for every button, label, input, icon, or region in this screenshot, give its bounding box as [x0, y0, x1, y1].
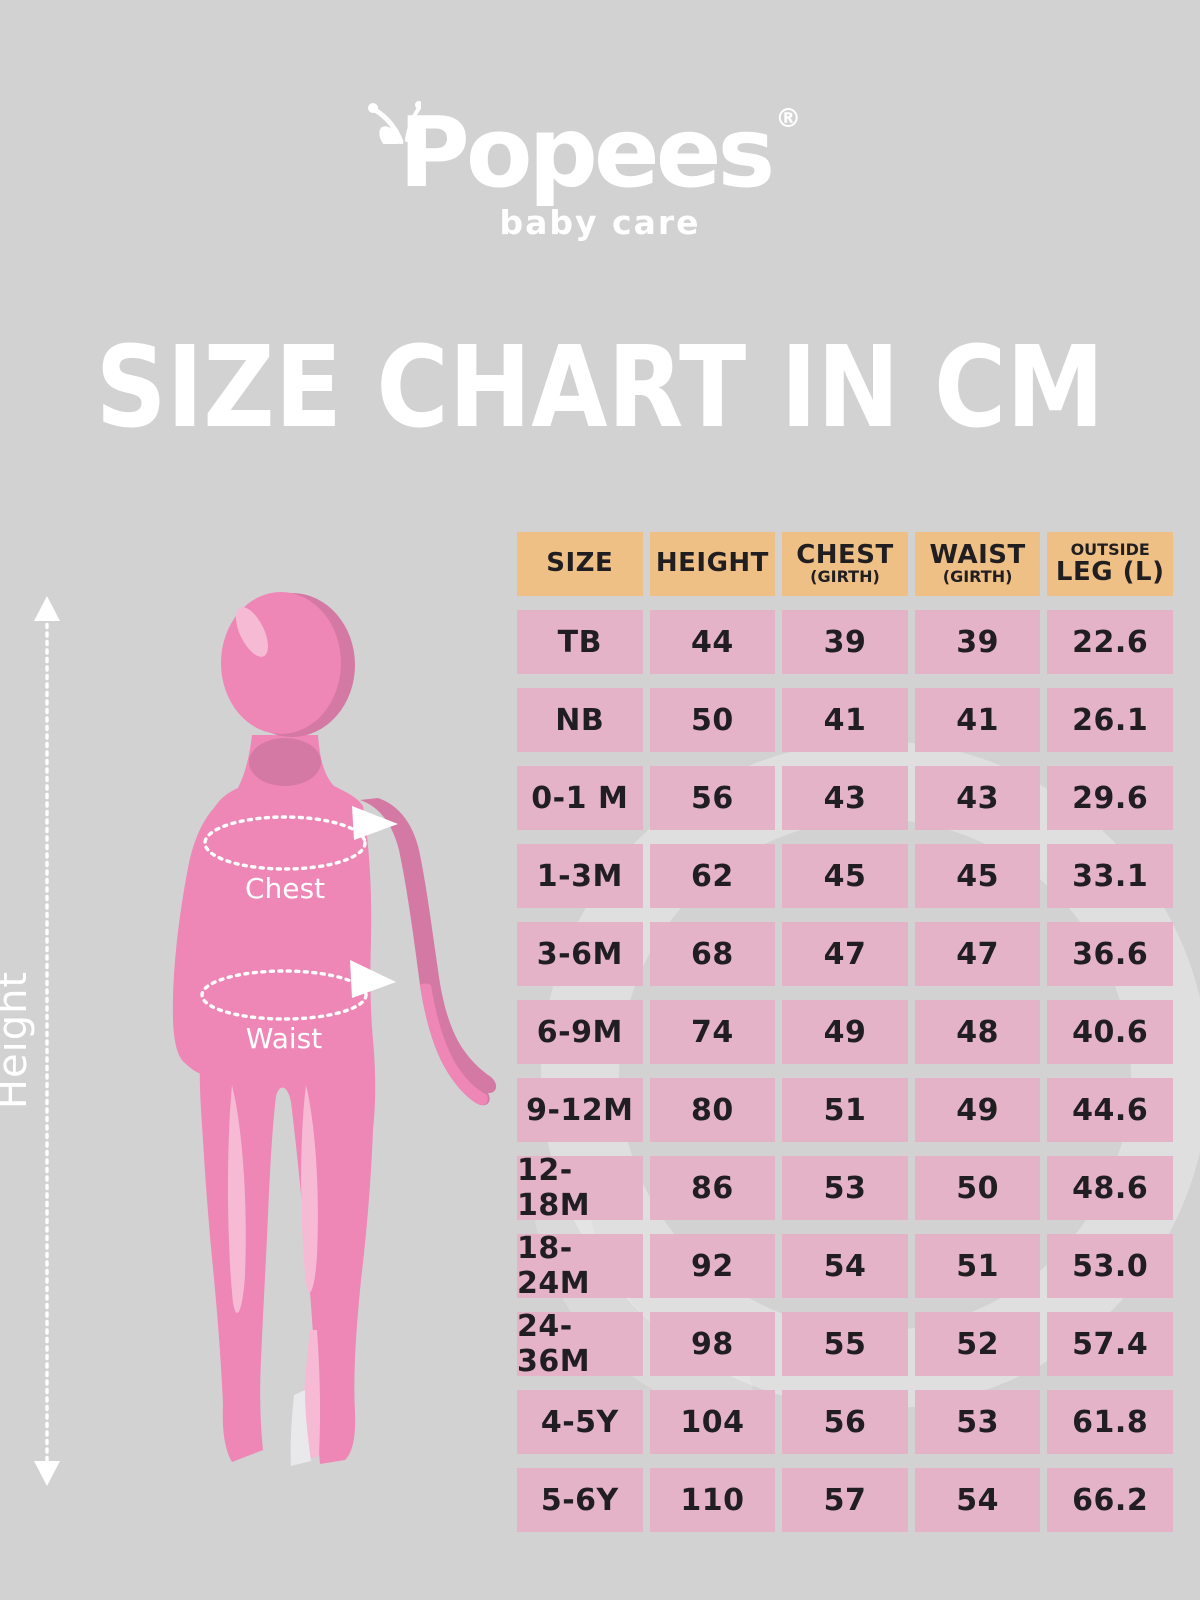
table-cell: 36.6 [1047, 922, 1173, 986]
header-cell: OUTSIDE LEG (L) [1047, 532, 1173, 596]
table-cell: 57.4 [1047, 1312, 1173, 1376]
table-cell: 6-9M [517, 1000, 643, 1064]
table-cell: 80 [649, 1078, 776, 1142]
table-cell: 44.6 [1047, 1078, 1173, 1142]
table-cell: 52 [914, 1312, 1041, 1376]
table-cell: 12-18M [517, 1153, 643, 1223]
header-label: SIZE [546, 548, 614, 579]
table-cell: 74 [649, 1000, 776, 1064]
table-cell: 98 [649, 1312, 776, 1376]
table-cell: 41 [782, 688, 908, 752]
table-cell: 92 [649, 1234, 776, 1298]
table-cell: 49 [782, 1000, 908, 1064]
table-cell: 86 [649, 1156, 776, 1220]
right-arm [360, 798, 497, 1106]
right-forearm-highlight [420, 983, 488, 1106]
header-sublabel: OUTSIDE [1070, 539, 1150, 559]
table-cell: 3-6M [517, 922, 643, 986]
table-cell: 53 [914, 1390, 1041, 1454]
table-cell: 29.6 [1047, 766, 1173, 830]
table-cell: 41 [914, 688, 1041, 752]
table-cell: 51 [782, 1078, 908, 1142]
table-cell: 40.6 [1047, 1000, 1173, 1064]
height-label: Height [0, 971, 36, 1109]
table-cell: 61.8 [1047, 1390, 1173, 1454]
header-sublabel: (GIRTH) [810, 567, 880, 587]
table-cell: 33.1 [1047, 844, 1173, 908]
registered-mark: ® [775, 104, 802, 134]
table-cell: 104 [649, 1390, 776, 1454]
table-cell: 45 [914, 844, 1041, 908]
table-cell: 54 [914, 1468, 1041, 1532]
header-cell: CHEST (GIRTH) [782, 532, 908, 596]
table-cell: 57 [782, 1468, 908, 1532]
brand-logo: Popees ® baby care [0, 96, 1200, 242]
table-cell: 0-1 M [517, 766, 643, 830]
table-cell: 44 [649, 610, 776, 674]
waist-measure-icon [200, 960, 396, 1021]
size-table: SIZE HEIGHT CHEST (GIRTH) WAIST (GIRTH) OUTSID… [517, 532, 1173, 1532]
table-cell: 5-6Y [517, 1468, 643, 1532]
chest-label: Chest [245, 872, 325, 905]
table-cell: 48 [914, 1000, 1041, 1064]
table-cell: 18-24M [517, 1231, 643, 1301]
table-cell: 43 [782, 766, 908, 830]
table-cell: 22.6 [1047, 610, 1173, 674]
between-feet-highlight [290, 1390, 311, 1466]
table-cell: 56 [782, 1390, 908, 1454]
header-cell: SIZE [517, 532, 643, 596]
header-sublabel: (GIRTH) [942, 567, 1013, 587]
header-label: LEG (L) [1055, 556, 1165, 587]
page-title: SIZE CHART IN CM [95, 323, 1105, 453]
table-cell: 53 [782, 1156, 908, 1220]
table-cell: 26.1 [1047, 688, 1173, 752]
waist-label: Waist [246, 1022, 322, 1055]
table-cell: 39 [914, 610, 1041, 674]
table-cell: 62 [649, 844, 776, 908]
header-cell: HEIGHT [649, 532, 776, 596]
table-cell: TB [517, 610, 643, 674]
child-figure [172, 592, 497, 1466]
head-highlight [235, 607, 269, 657]
table-cell: 4-5Y [517, 1390, 643, 1454]
table-cell: 49 [914, 1078, 1041, 1142]
neck-shadow [249, 738, 321, 786]
table-cell: NB [517, 688, 643, 752]
table-cell: 1-3M [517, 844, 643, 908]
left-thigh-highlight [227, 1085, 246, 1313]
table-cell: 53.0 [1047, 1234, 1173, 1298]
table-cell: 50 [914, 1156, 1041, 1220]
table-cell: 55 [782, 1312, 908, 1376]
table-cell: 9-12M [517, 1078, 643, 1142]
table-cell: 47 [782, 922, 908, 986]
chest-measure-icon [203, 806, 398, 871]
table-cell: 110 [649, 1468, 776, 1532]
table-cell: 48.6 [1047, 1156, 1173, 1220]
header-label: HEIGHT [655, 548, 769, 579]
header-label: WAIST [929, 539, 1026, 570]
table-cell: 68 [649, 922, 776, 986]
right-thigh-highlight [301, 1085, 318, 1293]
table-cell: 54 [782, 1234, 908, 1298]
table-cell: 24-36M [517, 1309, 643, 1379]
table-cell: 39 [782, 610, 908, 674]
brand-name: Popees [398, 96, 775, 209]
table-cell: 66.2 [1047, 1468, 1173, 1532]
table-cell: 56 [649, 766, 776, 830]
table-cell: 45 [782, 844, 908, 908]
header-cell: WAIST (GIRTH) [914, 532, 1041, 596]
brand-tagline: baby care [499, 203, 701, 242]
table-cell: 51 [914, 1234, 1041, 1298]
table-cell: 47 [914, 922, 1041, 986]
torso-and-legs [197, 735, 376, 1464]
header-label: CHEST [796, 539, 894, 570]
table-cell: 50 [649, 688, 776, 752]
table-cell: 43 [914, 766, 1041, 830]
height-arrow-icon [34, 596, 60, 1486]
butterfly-antenna-icon [367, 101, 421, 144]
